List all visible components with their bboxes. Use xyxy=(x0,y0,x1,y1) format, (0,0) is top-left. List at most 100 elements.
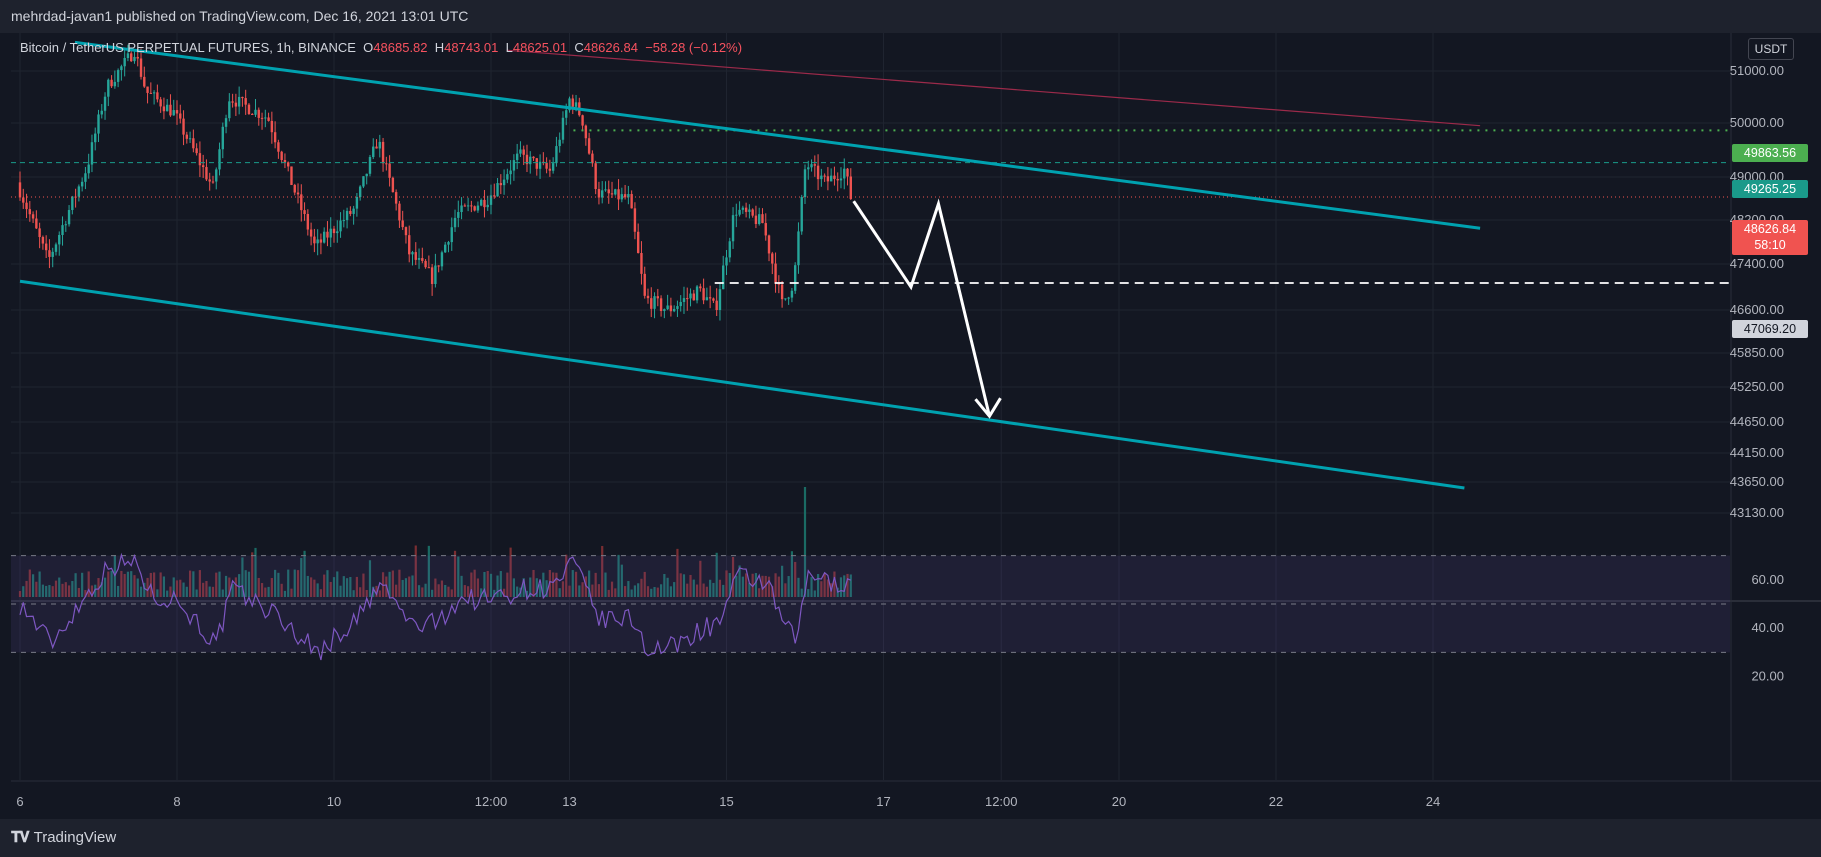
volume-bar xyxy=(525,590,529,597)
volume-bar xyxy=(797,577,800,597)
candle-body xyxy=(744,207,748,212)
candle-body xyxy=(185,134,189,139)
candle-body xyxy=(159,99,162,107)
time-axis-label: 12:00 xyxy=(985,794,1018,809)
candle-body xyxy=(375,146,378,149)
symbol-legend: Bitcoin / TetherUS PERPETUAL FUTURES, 1h… xyxy=(20,40,742,55)
volume-bar xyxy=(391,570,394,597)
volume-bar xyxy=(767,576,771,597)
candle-body xyxy=(686,298,689,300)
volume-bar xyxy=(198,570,201,597)
candle-body xyxy=(64,224,67,226)
currency-button[interactable]: USDT xyxy=(1748,38,1794,60)
volume-bar xyxy=(781,565,784,597)
candle-body xyxy=(803,169,807,198)
volume-bar xyxy=(67,585,71,597)
candle-body xyxy=(130,53,133,62)
volume-bar xyxy=(38,571,41,597)
candle-body xyxy=(735,214,738,216)
time-axis-label: 10 xyxy=(327,794,341,809)
volume-bar xyxy=(192,571,195,597)
volume-bar xyxy=(735,575,738,597)
candle-body xyxy=(764,223,767,236)
candle-body xyxy=(748,209,751,212)
rsi-line xyxy=(19,552,852,661)
candle-body xyxy=(165,104,169,112)
candle-body xyxy=(322,231,326,243)
current-price: 48626.84 xyxy=(1743,222,1797,236)
price-axis-label: 43650.00 xyxy=(1730,474,1784,489)
candle-body xyxy=(87,164,90,174)
volume-bar xyxy=(695,584,699,597)
volume-bar xyxy=(656,587,659,597)
volume-bar xyxy=(447,586,450,597)
candle-body xyxy=(515,153,519,161)
volume-bar xyxy=(545,580,548,597)
chart-area[interactable] xyxy=(11,33,1821,819)
volume-bar xyxy=(810,577,813,597)
volume-bar xyxy=(264,587,267,597)
volume-bar xyxy=(483,571,486,597)
volume-bar xyxy=(731,556,735,597)
close-label: C xyxy=(574,40,584,55)
candle-body xyxy=(620,194,624,200)
candle-body xyxy=(787,297,790,299)
candle-body xyxy=(260,117,264,119)
volume-bar xyxy=(251,552,254,597)
volume-bar xyxy=(722,584,725,597)
candle-body xyxy=(100,110,103,115)
candle-body xyxy=(565,110,568,118)
volume-bar xyxy=(741,576,744,597)
volume-bar xyxy=(283,590,287,597)
candle-body xyxy=(493,195,496,197)
time-axis-label: 13 xyxy=(562,794,576,809)
volume-bar xyxy=(270,578,273,597)
volume-bar xyxy=(640,578,643,597)
volume-bar xyxy=(25,580,28,597)
volume-bar xyxy=(790,551,794,597)
price-axis-label: 44150.00 xyxy=(1730,445,1784,460)
volume-bar xyxy=(578,585,581,597)
volume-bar xyxy=(411,575,414,597)
close-value: 48626.84 xyxy=(583,40,638,55)
candle-body xyxy=(355,196,359,209)
volume-bar xyxy=(97,578,100,597)
price-axis-label: 47400.00 xyxy=(1730,256,1784,271)
volume-bar xyxy=(787,576,790,597)
price-axis-label: 46600.00 xyxy=(1730,302,1784,317)
volume-bar xyxy=(614,588,617,597)
volume-bar xyxy=(208,586,211,597)
candle-body xyxy=(143,76,146,87)
volume-bar xyxy=(77,587,80,597)
candle-body xyxy=(551,163,555,171)
symbol-name[interactable]: Bitcoin / TetherUS PERPETUAL FUTURES, 1h… xyxy=(20,40,356,55)
candle-body xyxy=(774,263,777,284)
volume-bar xyxy=(179,579,182,597)
candle-body xyxy=(427,267,431,269)
volume-bar xyxy=(431,589,434,597)
volume-bar xyxy=(689,574,692,597)
volume-bar xyxy=(323,574,326,597)
volume-bar xyxy=(538,584,542,597)
volume-bar xyxy=(427,545,430,597)
candle-body xyxy=(224,118,228,127)
volume-bar xyxy=(280,583,283,597)
candle-body xyxy=(156,92,159,100)
candle-body xyxy=(273,132,277,143)
candle-body xyxy=(244,98,247,105)
volume-bar xyxy=(771,586,774,597)
volume-bar xyxy=(444,584,447,597)
candle-body xyxy=(479,199,483,206)
volume-bar xyxy=(339,585,342,597)
candle-body xyxy=(617,189,620,200)
volume-bar xyxy=(725,570,728,597)
volume-bar xyxy=(28,569,31,597)
candle-body xyxy=(287,162,290,167)
volume-bar xyxy=(94,584,97,597)
volume-bar xyxy=(512,578,515,597)
tradingview-logo[interactable]: 𝐓𝐕 TradingView xyxy=(11,829,116,846)
volume-bar xyxy=(123,573,126,597)
volume-bar xyxy=(296,570,300,597)
low-value: 48625.01 xyxy=(512,40,568,55)
